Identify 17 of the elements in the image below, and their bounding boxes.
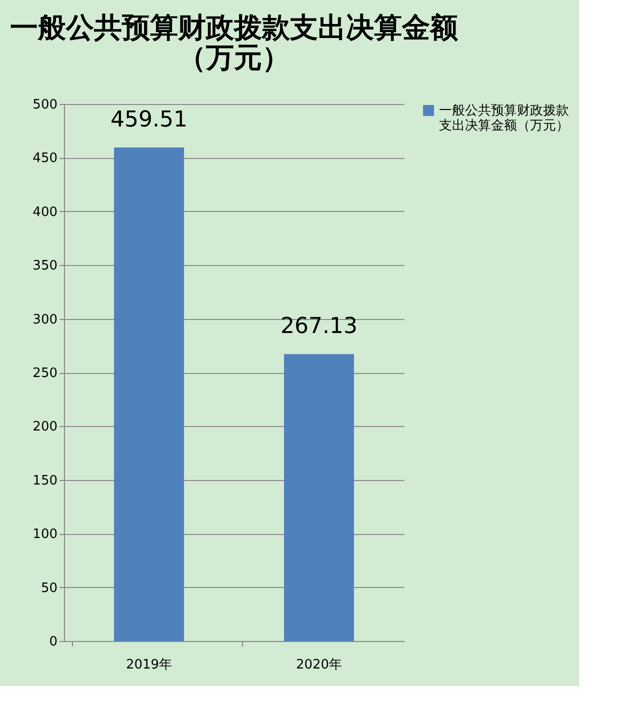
x-tick-label: 2019年 xyxy=(126,658,172,672)
y-tick-label: 450 xyxy=(32,151,58,166)
data-label: 267.13 xyxy=(280,314,358,340)
legend-label: 一般公共预算财政拨款支出决算金额（万元） xyxy=(439,104,569,134)
y-tick-label: 300 xyxy=(32,312,58,328)
y-tick-label: 200 xyxy=(32,420,58,435)
y-tick-label: 350 xyxy=(32,258,58,274)
x-tick-label: 2020年 xyxy=(296,658,342,672)
y-tick-label: 50 xyxy=(40,580,58,596)
data-label: 459.51 xyxy=(110,107,188,132)
y-tick-label: 100 xyxy=(32,527,58,542)
chart-title: 一般公共预算财政拨款支出决算金额（万元） xyxy=(10,11,459,74)
y-tick-label: 150 xyxy=(32,473,58,488)
y-tick-label: 500 xyxy=(32,98,58,112)
y-tick-label: 0 xyxy=(49,634,58,650)
y-tick-label: 400 xyxy=(32,204,58,220)
y-tick-label: 250 xyxy=(32,366,58,381)
